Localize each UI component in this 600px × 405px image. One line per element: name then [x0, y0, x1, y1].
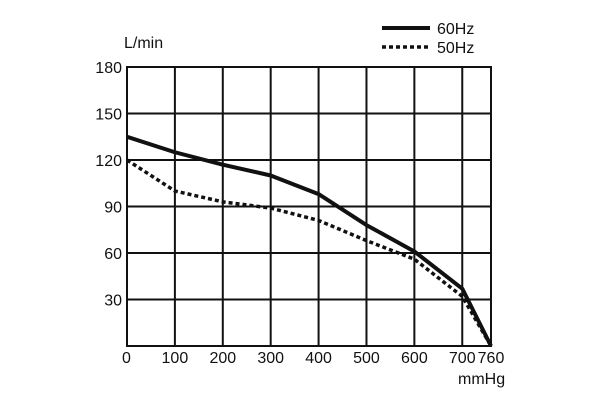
y-tick-label: 120 — [95, 153, 122, 170]
y-tick-label: 90 — [104, 200, 122, 217]
grid — [126, 66, 492, 347]
x-tick-label: 100 — [162, 350, 189, 367]
legend-label: 60Hz — [437, 21, 474, 38]
series-line-50hz — [126, 158, 493, 347]
x-axis-label: mmHg — [458, 371, 505, 388]
x-tick-label: 200 — [209, 350, 236, 367]
series-layer — [126, 134, 493, 347]
y-tick-label: 150 — [95, 107, 122, 124]
x-tick-label: 0 — [122, 350, 131, 367]
x-tick-label: 300 — [257, 350, 284, 367]
tick-labels: 0 100 200 300 400 500 600 700 760 30 60 90 120 150 180 — [95, 60, 504, 367]
x-tick-label: 700 — [449, 350, 476, 367]
x-tick-label: 500 — [353, 350, 380, 367]
y-axis-label: L/min — [124, 35, 163, 52]
y-tick-label: 60 — [104, 246, 122, 263]
x-tick-label: 600 — [401, 350, 428, 367]
series-line-60hz — [126, 134, 493, 347]
y-tick-label: 180 — [95, 60, 122, 77]
x-tick-label: 760 — [478, 350, 505, 367]
y-tick-label: 30 — [104, 293, 122, 310]
legend: 60Hz 50Hz — [382, 21, 474, 57]
legend-label: 50Hz — [437, 40, 474, 57]
x-tick-label: 400 — [305, 350, 332, 367]
